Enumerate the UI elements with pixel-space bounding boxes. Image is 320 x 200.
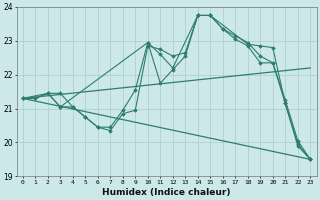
X-axis label: Humidex (Indice chaleur): Humidex (Indice chaleur) <box>102 188 231 197</box>
